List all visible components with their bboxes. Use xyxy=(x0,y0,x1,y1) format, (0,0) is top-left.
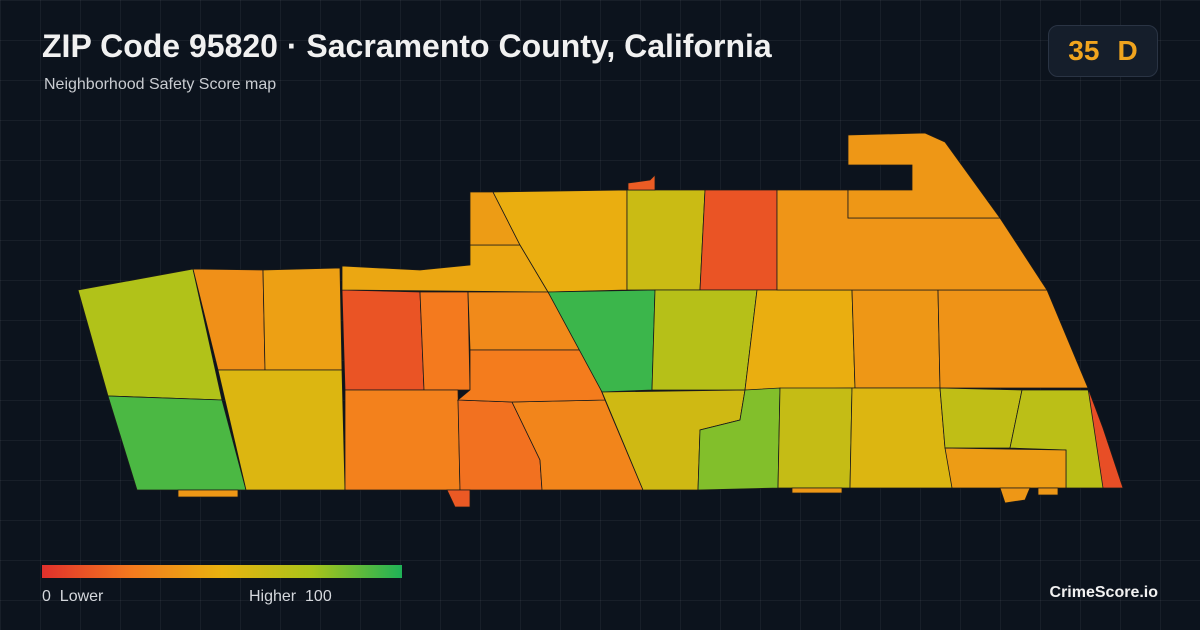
neighborhood xyxy=(939,387,1023,449)
legend-max-value: 100 xyxy=(305,588,332,605)
neighborhood xyxy=(744,289,856,391)
neighborhood xyxy=(851,289,941,389)
legend-bar xyxy=(42,565,402,578)
neighborhood xyxy=(107,395,247,491)
legend-min: 0 Lower xyxy=(42,588,103,606)
neighborhood xyxy=(1087,387,1124,489)
neighborhood xyxy=(651,289,758,391)
neighborhood xyxy=(777,387,853,489)
neighborhood xyxy=(937,289,1089,389)
neighborhood xyxy=(344,389,461,491)
neighborhood xyxy=(341,244,549,293)
neighborhood xyxy=(999,487,1031,504)
neighborhood xyxy=(1037,487,1059,496)
regions xyxy=(77,132,1124,508)
title: ZIP Code 95820 · Sacramento County, Cali… xyxy=(42,28,772,64)
neighborhood xyxy=(177,489,239,498)
legend-max: Higher 100 xyxy=(249,588,332,606)
neighborhood xyxy=(627,174,656,191)
neighborhood xyxy=(262,267,343,371)
neighborhood xyxy=(446,489,471,508)
neighborhood xyxy=(849,387,953,489)
grade: D xyxy=(1117,35,1138,66)
neighborhood xyxy=(419,291,471,391)
score: 35 xyxy=(1068,35,1100,66)
neighborhood xyxy=(341,289,425,391)
neighborhood xyxy=(626,189,706,291)
legend-max-label: Higher xyxy=(249,588,297,605)
brand: CrimeScore.io xyxy=(1049,584,1158,601)
neighborhood xyxy=(944,447,1067,489)
neighborhood xyxy=(699,189,778,291)
neighborhood xyxy=(791,487,843,494)
legend-min-label: Lower xyxy=(59,588,104,605)
score-badge: 35 D xyxy=(1048,25,1158,77)
legend-min-value: 0 xyxy=(42,588,51,605)
subtitle: Neighborhood Safety Score map xyxy=(44,76,277,93)
neighborhood xyxy=(456,349,606,403)
neighborhood xyxy=(847,132,1001,219)
